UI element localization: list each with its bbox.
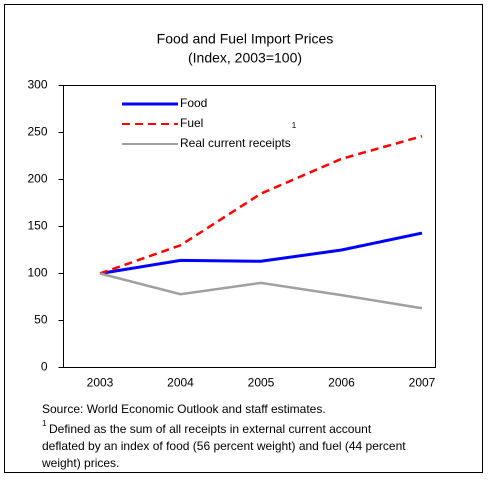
y-tick-label: 300 <box>27 78 47 92</box>
x-tick-label: 2003 <box>87 376 114 390</box>
source-note: Source: World Economic Outlook and staff… <box>42 402 326 416</box>
footnote-marker: 1 <box>42 419 47 428</box>
frame <box>4 4 483 473</box>
x-tick-label: 2006 <box>328 376 355 390</box>
x-tick-label: 2004 <box>167 376 194 390</box>
legend-label: Food <box>180 96 207 110</box>
y-tick-label: 200 <box>27 172 47 186</box>
legend-label: Real current receipts <box>180 136 291 150</box>
plot-area <box>63 85 436 368</box>
chart-title: Food and Fuel Import Prices <box>157 31 334 47</box>
y-tick-label: 150 <box>27 219 47 233</box>
footnote-line: weight) prices. <box>41 456 119 470</box>
series-line <box>99 231 423 275</box>
y-tick-label: 100 <box>27 266 47 280</box>
y-tick-label: 0 <box>41 360 48 374</box>
series-line <box>99 135 423 275</box>
y-tick-label: 250 <box>27 125 47 139</box>
footnote-line: deflated by an index of food (56 percent… <box>42 439 406 453</box>
legend-note: 1 <box>292 121 297 130</box>
series-line <box>99 272 423 310</box>
legend-label: Fuel <box>180 116 203 130</box>
chart-subtitle: (Index, 2003=100) <box>188 50 302 66</box>
x-tick-label: 2005 <box>248 376 275 390</box>
footnote-line: Defined as the sum of all receipts in ex… <box>49 422 372 436</box>
x-tick-label: 2007 <box>409 376 436 390</box>
y-tick-label: 50 <box>34 313 48 327</box>
